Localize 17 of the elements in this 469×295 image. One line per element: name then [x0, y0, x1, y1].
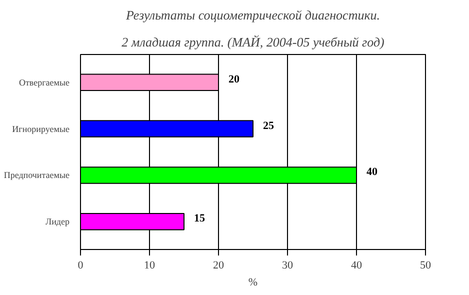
chart-subtitle: 2 младшая группа. (МАЙ, 2004-05 учебный год)	[122, 34, 384, 50]
x-axis-title: %	[248, 276, 258, 288]
data-label: 20	[228, 73, 240, 86]
x-tick-label: 30	[282, 260, 294, 272]
x-tick-label: 50	[420, 260, 432, 272]
y-tick-label: Отвергаемые	[18, 77, 70, 88]
data-label: 40	[366, 166, 378, 178]
x-tick-label: 10	[144, 260, 156, 272]
data-label: 25	[263, 120, 274, 132]
y-tick-label: Игнорируемые	[12, 124, 70, 134]
x-tick-label: 20	[213, 260, 224, 272]
y-tick-label: Предпочитаемые	[4, 170, 70, 180]
x-tick-label: 0	[78, 260, 84, 272]
x-tick-label: 40	[351, 260, 362, 272]
data-label: 15	[194, 212, 206, 225]
y-tick-label: Лидер	[46, 216, 70, 227]
chart-title: Результаты социометрической диагностики.	[124, 8, 380, 22]
